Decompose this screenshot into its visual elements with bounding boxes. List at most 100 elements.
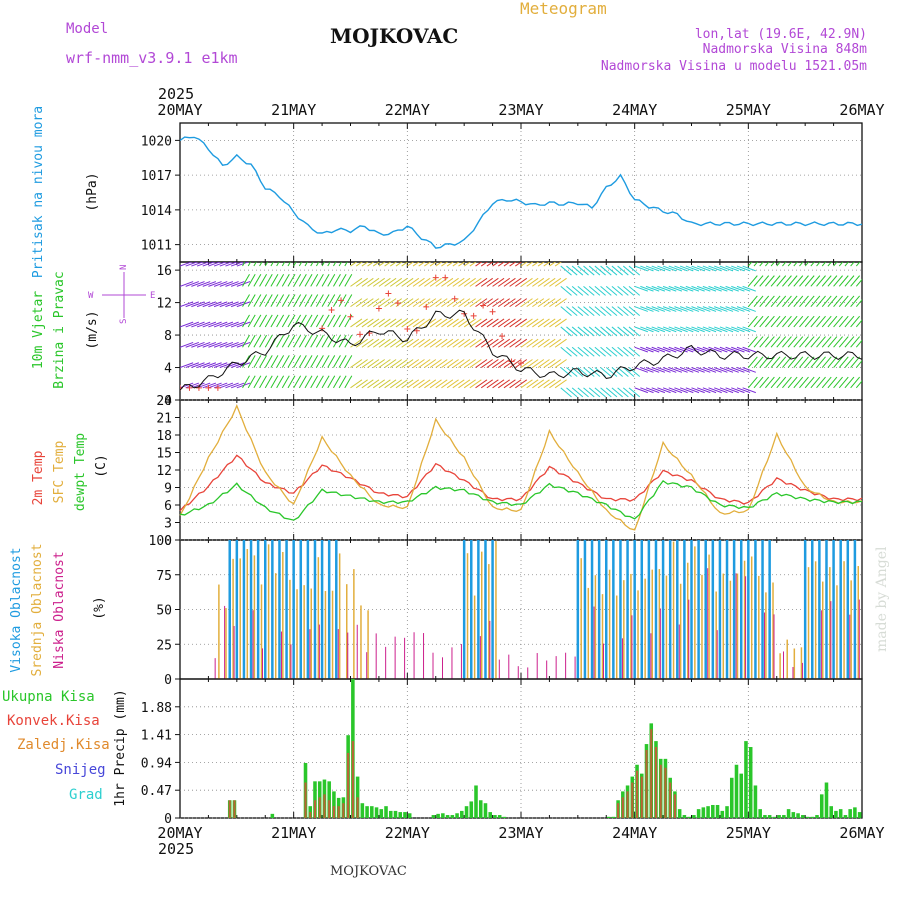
total-precip-bar	[478, 800, 483, 818]
wind-barb	[782, 295, 792, 307]
wind-barb	[526, 298, 539, 308]
wind-tick-label: 8	[164, 329, 172, 344]
wind-barb	[202, 382, 217, 389]
wind-barb	[799, 275, 809, 287]
wind-barb	[554, 262, 562, 267]
legend-hail: Grad	[69, 787, 103, 803]
wind-barb	[281, 355, 290, 368]
wind-barb	[554, 359, 567, 368]
wind-barb	[702, 265, 717, 272]
wind-barb	[651, 387, 666, 394]
wind-barb	[202, 341, 217, 348]
wind-barb	[571, 326, 584, 337]
wind-barb	[264, 294, 273, 307]
bottom-date-label: 22MAY	[385, 824, 430, 842]
wind-barb	[372, 338, 385, 348]
wind-barb	[583, 326, 595, 337]
wind-barb	[259, 355, 267, 368]
wind-barb	[225, 281, 239, 287]
wind-barb	[361, 277, 374, 287]
wind-barb	[821, 275, 832, 287]
total-precip-bar	[805, 816, 810, 818]
wind-barb	[333, 314, 341, 328]
wind-barb	[395, 262, 403, 267]
wind-barb	[810, 356, 821, 368]
wind-barb	[333, 334, 341, 348]
total-precip-bar	[857, 812, 862, 818]
wind-barb	[611, 265, 623, 276]
wind-barb	[441, 318, 454, 328]
wind-barb	[645, 265, 660, 272]
wind-barb	[480, 262, 488, 267]
conv-precip-bar	[669, 782, 672, 818]
wind-barb	[640, 265, 654, 272]
wind-barb	[378, 318, 391, 328]
wind-barb	[600, 306, 612, 317]
gust-marker	[518, 360, 524, 367]
wind-barb	[441, 338, 454, 348]
wind-barb	[554, 298, 567, 308]
station-title: MOJKOVAC	[330, 24, 458, 48]
wind-barb	[765, 356, 775, 368]
wind-barb	[685, 306, 700, 312]
wind-barb	[253, 334, 262, 348]
wind-barb	[180, 262, 193, 267]
total-precip-bar	[493, 815, 497, 818]
wind-barb	[770, 356, 781, 368]
wind-barb	[247, 273, 256, 287]
wind-barb	[191, 301, 205, 308]
total-precip-bar	[692, 815, 696, 818]
total-precip-bar	[327, 781, 331, 818]
total-precip-bar	[739, 773, 744, 818]
wind-barb	[844, 356, 855, 368]
wind-barb	[810, 315, 821, 328]
temp-tick-label: 24	[156, 394, 172, 409]
wind-barb	[333, 375, 341, 389]
wind-barb	[605, 346, 618, 357]
wind-barb	[435, 298, 448, 308]
wind-barb	[503, 379, 516, 389]
wind-barb	[622, 326, 635, 337]
wind-barb	[321, 314, 330, 328]
wind-barb	[600, 367, 612, 377]
wind-barb	[810, 376, 821, 389]
gust-marker	[385, 290, 392, 297]
wind-barb	[247, 294, 256, 307]
wind-barb	[202, 321, 217, 328]
total-precip-bar	[469, 801, 474, 818]
elevation-text: Nadmorska Visina 848m	[703, 42, 868, 57]
wind-barb	[753, 262, 759, 267]
wind-barb	[446, 338, 459, 348]
wind-tick-label: 16	[156, 264, 172, 279]
wind-barb	[821, 336, 832, 348]
total-precip-bar	[853, 807, 857, 818]
wind-barb	[617, 367, 629, 377]
wind-barb	[287, 355, 296, 368]
wind-barb	[782, 376, 792, 389]
wind-barb	[645, 367, 660, 373]
wind-barb	[759, 275, 770, 287]
total-precip-bar	[611, 816, 616, 818]
wind-barb	[645, 306, 660, 312]
wind-barb	[384, 277, 397, 287]
wind-barb	[497, 277, 511, 287]
wind-barb	[225, 382, 239, 389]
wind-barb	[583, 265, 595, 276]
wind-barb	[793, 275, 804, 287]
gust-marker	[214, 384, 221, 391]
wind-barb	[566, 326, 578, 337]
wind-barb	[333, 262, 337, 267]
cloud-tick-label: 50	[156, 604, 172, 619]
wind-barb	[549, 262, 557, 267]
wind-barb	[407, 262, 415, 267]
precip-tick-label: 0.94	[141, 756, 172, 771]
wind-barb	[799, 315, 809, 328]
wind-barb	[429, 298, 442, 308]
wind-barb	[469, 262, 477, 267]
wind-barb	[191, 341, 205, 348]
wind-barb	[196, 301, 211, 308]
wind-barb	[549, 379, 562, 389]
wind-panel: 16 12 8 4 0	[156, 261, 863, 409]
wind-barb	[816, 275, 826, 287]
